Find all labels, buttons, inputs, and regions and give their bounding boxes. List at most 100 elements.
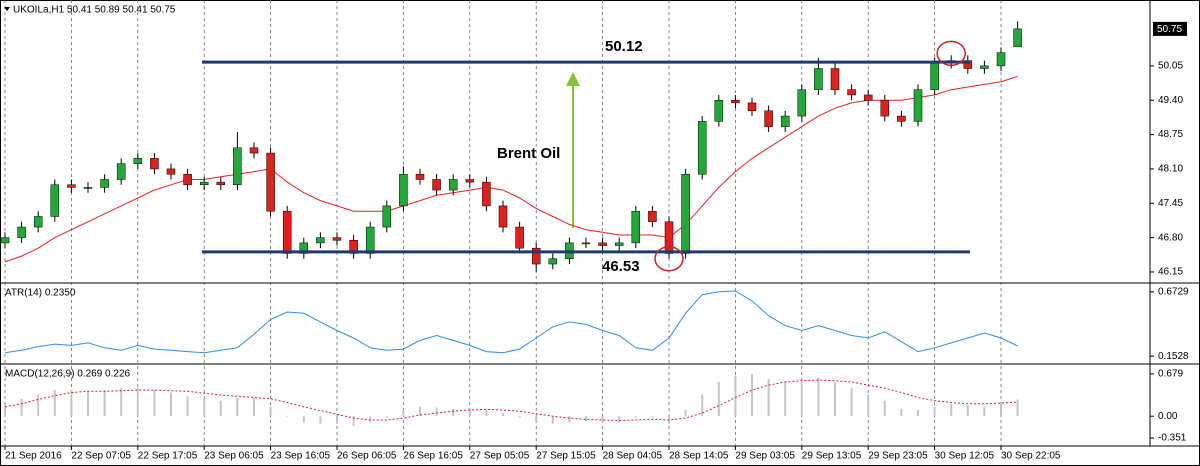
x-tick-label: 22 Sep 07:05 <box>71 451 131 462</box>
histogram-bar <box>103 390 106 417</box>
candle-body <box>0 237 10 244</box>
y-tick-label: 50.05 <box>1158 61 1183 72</box>
histogram-bar <box>468 408 471 417</box>
candle-body <box>33 216 43 228</box>
candle-body <box>996 52 1006 67</box>
x-tick-label: 21 Sep 2016 <box>5 451 62 462</box>
x-tick-label: 29 Sep 23:05 <box>868 451 928 462</box>
candle-body <box>498 205 508 228</box>
histogram-bar <box>136 388 139 417</box>
y-tick-label: 46.80 <box>1158 232 1183 243</box>
x-tick-label: 30 Sep 12:05 <box>935 451 995 462</box>
x-tick-label: 23 Sep 06:05 <box>204 451 264 462</box>
candle-body <box>133 158 143 164</box>
candle-body <box>349 240 358 254</box>
candle-body <box>548 258 558 265</box>
signal-line <box>4 379 1018 422</box>
histogram-bar <box>701 394 704 417</box>
histogram-bar <box>53 390 56 417</box>
moving-average <box>4 75 1018 263</box>
histogram-bar <box>983 406 986 417</box>
candle-body <box>930 62 939 90</box>
histogram-bar <box>452 408 455 417</box>
x-tick-label: 26 Sep 06:05 <box>337 451 397 462</box>
histogram-bar <box>319 416 322 424</box>
candle-body <box>116 163 126 180</box>
candle-body <box>581 242 591 245</box>
panel-title: ATR(14) 0.2350 <box>5 288 76 299</box>
indicator-line <box>4 290 1018 354</box>
histogram-bar <box>369 416 372 423</box>
candle-body <box>731 99 740 104</box>
candle-body <box>648 210 657 223</box>
candle-body <box>780 115 790 127</box>
histogram-bar <box>966 405 969 417</box>
histogram-bar <box>1000 405 1002 417</box>
histogram-bar <box>219 400 222 417</box>
x-tick-label: 29 Sep 13:05 <box>802 451 862 462</box>
histogram-bar <box>784 381 787 417</box>
candle-body <box>681 173 690 254</box>
histogram-bar <box>419 406 421 417</box>
candle-body <box>266 152 275 212</box>
histogram-bar <box>120 388 123 417</box>
price-box <box>1153 21 1187 36</box>
menu-triangle <box>4 7 10 11</box>
histogram-bar <box>950 403 953 417</box>
histogram-bar <box>634 416 637 418</box>
histogram-bar <box>734 375 737 417</box>
x-tick-label: 23 Sep 16:05 <box>271 451 331 462</box>
histogram-bar <box>551 416 554 424</box>
histogram-bar <box>585 416 587 422</box>
candle-body <box>814 68 823 90</box>
y-tick-label: 49.40 <box>1158 95 1183 106</box>
histogram-bar <box>883 400 886 417</box>
y-tick-label: 0.679 <box>1158 369 1183 380</box>
candle-body <box>50 184 60 217</box>
histogram-bar <box>402 409 405 417</box>
histogram-bar <box>1016 399 1019 417</box>
candle-body <box>913 89 923 122</box>
histogram-bar <box>684 409 687 417</box>
y-tick-label: 46.15 <box>1158 267 1183 278</box>
x-tick-label: 27 Sep 05:05 <box>470 451 530 462</box>
y-tick-label: 0.00 <box>1158 411 1178 422</box>
candle-body <box>797 89 807 117</box>
histogram-bar <box>302 416 305 423</box>
candle-body <box>150 158 159 170</box>
histogram-bar <box>485 409 488 417</box>
candle-body <box>316 237 325 244</box>
histogram-bar <box>867 394 870 417</box>
level-label: 50.12 <box>605 38 643 55</box>
histogram-bar <box>618 416 621 423</box>
candle-body <box>714 99 724 122</box>
candle-body <box>1013 28 1022 48</box>
price-box-label: 50.75 <box>1157 24 1182 35</box>
candle-body <box>664 221 674 254</box>
highlight-circle <box>654 246 684 272</box>
candle-body <box>432 179 441 191</box>
candle-body <box>83 187 93 189</box>
x-tick-label: 30 Sep 22:05 <box>1001 451 1061 462</box>
candle-body <box>299 242 309 254</box>
candle-body <box>415 173 425 180</box>
histogram-bar <box>286 416 289 417</box>
histogram-bar <box>352 416 355 426</box>
histogram-bar <box>917 409 919 417</box>
candle-body <box>531 247 541 265</box>
candle-body <box>847 89 856 96</box>
candle-body <box>233 147 242 186</box>
histogram-bar <box>900 408 903 417</box>
candle-body <box>963 60 973 69</box>
histogram-bar <box>817 377 820 417</box>
candle-body <box>332 237 342 241</box>
candle-body <box>365 226 375 254</box>
histogram-bar <box>269 406 272 417</box>
candle-body <box>764 110 773 127</box>
y-tick-label: 0.6729 <box>1158 286 1189 297</box>
x-tick-label: 27 Sep 15:05 <box>536 451 596 462</box>
x-tick-label: 22 Sep 17:05 <box>138 451 198 462</box>
candle-body <box>216 181 226 186</box>
